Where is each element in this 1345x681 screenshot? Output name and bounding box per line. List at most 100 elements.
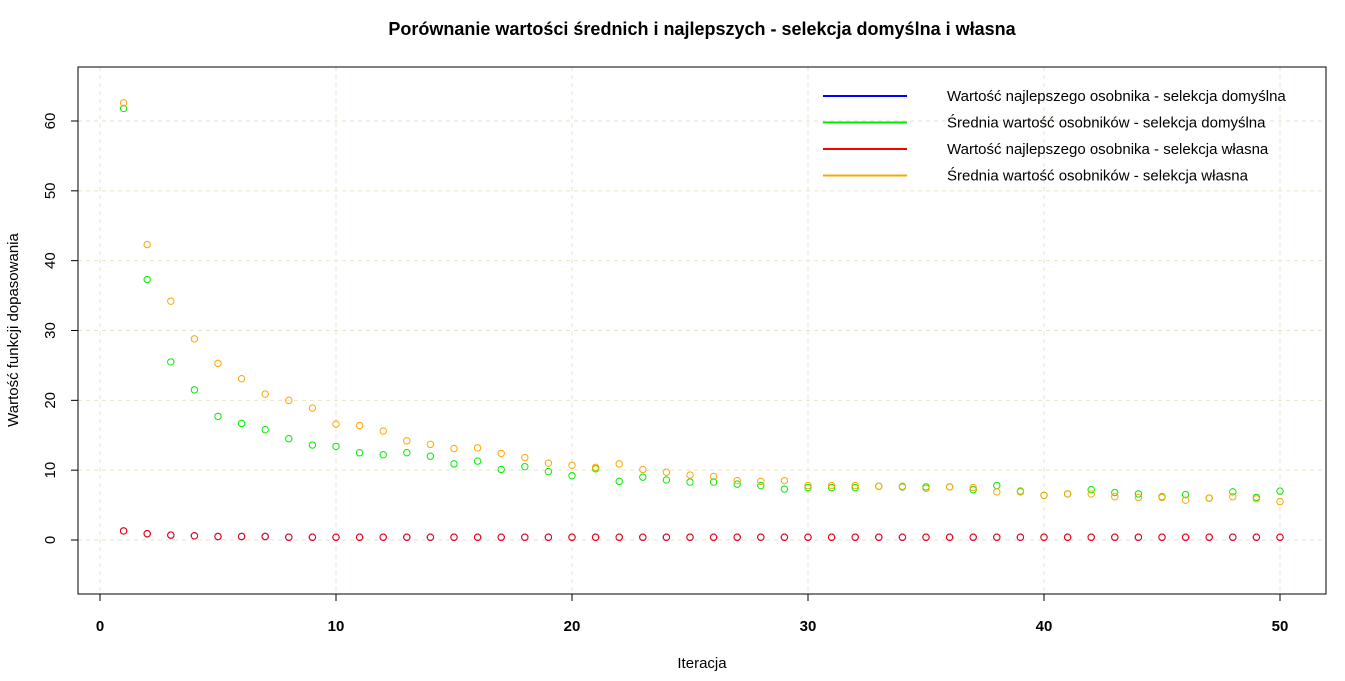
x-tick-label: 40	[1036, 618, 1053, 635]
y-tick-label: 20	[42, 392, 59, 409]
point-series-3	[143, 530, 151, 538]
point-series-2	[639, 473, 647, 481]
legend-label: Wartość najlepszego osobnika - selekcja …	[947, 88, 1286, 105]
point-series-3	[521, 533, 529, 541]
point-series-4	[662, 468, 671, 476]
point-series-2	[426, 452, 435, 460]
point-series-2	[733, 480, 741, 488]
point-series-2	[119, 104, 128, 113]
point-series-4	[473, 444, 482, 452]
point-series-3	[119, 527, 128, 535]
point-series-4	[143, 240, 151, 249]
point-series-2	[568, 472, 576, 480]
point-series-2	[615, 477, 623, 486]
point-series-4	[426, 440, 435, 449]
point-series-4	[450, 444, 458, 453]
x-tick-label: 50	[1272, 618, 1289, 635]
point-series-2	[167, 358, 175, 366]
point-series-4	[285, 396, 293, 405]
y-tick-label: 60	[42, 113, 59, 130]
point-series-4	[237, 374, 246, 383]
point-series-4	[1016, 488, 1025, 496]
point-series-3	[1229, 533, 1237, 541]
point-series-4	[332, 420, 340, 428]
point-series-2	[1229, 488, 1237, 496]
legend-label: Wartość najlepszego osobnika - selekcja …	[947, 141, 1269, 158]
point-series-4	[945, 483, 954, 491]
point-series-4	[1158, 493, 1166, 502]
point-series-2	[143, 275, 151, 284]
x-tick-label: 20	[564, 618, 581, 635]
point-series-4	[733, 476, 741, 485]
point-series-4	[1252, 495, 1261, 503]
point-series-3	[1111, 533, 1119, 541]
point-series-3	[851, 533, 859, 541]
point-series-3	[214, 532, 222, 541]
point-series-2	[261, 425, 269, 434]
point-series-3	[709, 533, 718, 541]
point-series-4	[1134, 493, 1143, 502]
legend-label: Średnia wartość osobników - selekcja dom…	[947, 114, 1266, 132]
point-series-3	[237, 532, 246, 541]
point-series-3	[1016, 533, 1025, 541]
legend: Wartość najlepszego osobnika - selekcja …	[823, 88, 1286, 185]
point-series-4	[757, 477, 765, 486]
point-series-3	[190, 532, 199, 540]
y-tick-label: 30	[42, 322, 59, 339]
point-series-4	[875, 482, 883, 490]
point-series-2	[1181, 490, 1190, 499]
x-tick-label: 10	[328, 618, 345, 635]
point-series-4	[521, 453, 529, 462]
point-series-2	[544, 467, 553, 476]
legend-label: Średnia wartość osobników - selekcja wła…	[947, 167, 1249, 185]
point-series-2	[521, 462, 529, 471]
point-series-2	[1276, 487, 1284, 495]
point-series-4	[544, 459, 553, 467]
axes: 0 10 20 30 40 50 0 10 20 30 40 50 60	[42, 113, 1288, 635]
point-series-4	[214, 359, 222, 368]
point-series-3	[1252, 533, 1261, 541]
point-series-4	[1040, 491, 1048, 500]
point-series-4	[827, 481, 836, 490]
point-series-3	[827, 533, 836, 541]
point-series-4	[1181, 496, 1190, 504]
y-tick-label: 40	[42, 252, 59, 269]
plot-frame	[77, 66, 1327, 595]
point-series-3	[1087, 533, 1095, 541]
point-series-2	[285, 435, 293, 443]
point-series-3	[473, 533, 482, 541]
y-tick-label: 50	[42, 182, 59, 199]
y-tick-label: 0	[42, 536, 59, 544]
point-series-3	[167, 531, 175, 539]
point-series-4	[308, 404, 317, 412]
point-series-3	[733, 533, 741, 541]
point-series-4	[993, 488, 1001, 496]
point-series-4	[190, 335, 199, 343]
point-series-3	[403, 533, 411, 541]
point-series-4	[709, 472, 718, 481]
point-series-4	[497, 449, 505, 458]
point-series-3	[615, 533, 623, 541]
point-series-2	[851, 483, 859, 492]
point-series-3	[757, 533, 765, 541]
point-series-4	[1063, 490, 1072, 498]
point-series-2	[403, 449, 411, 457]
point-series-2	[379, 451, 387, 459]
point-series-3	[969, 533, 977, 541]
point-series-3	[355, 533, 364, 541]
point-series-2	[827, 483, 836, 492]
point-series-2	[497, 465, 505, 474]
point-series-3	[639, 533, 647, 541]
point-series-3	[1063, 533, 1072, 541]
point-series-2	[709, 478, 718, 486]
point-series-3	[780, 533, 789, 541]
point-series-3	[450, 533, 458, 541]
x-tick-label: 0	[96, 618, 104, 635]
point-series-3	[568, 533, 576, 541]
point-series-3	[332, 533, 340, 541]
point-series-3	[1276, 533, 1284, 541]
point-series-3	[308, 533, 317, 541]
point-series-2	[804, 483, 812, 492]
point-series-3	[922, 533, 930, 541]
point-series-4	[1276, 497, 1284, 506]
